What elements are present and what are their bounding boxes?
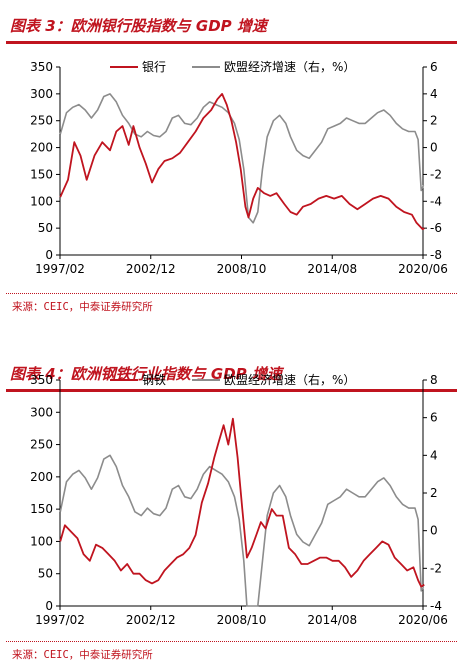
title-rule xyxy=(6,389,457,392)
source-note: 来源：CEIC，中泰证券研究所 xyxy=(12,649,153,661)
x-tick-label: 1997/02 xyxy=(35,262,85,276)
title-rule xyxy=(6,41,457,44)
series-line-gdp xyxy=(59,454,425,607)
y-right-tick-label: 4 xyxy=(430,87,438,101)
figure-title: 图表 3：欧洲银行股指数与 GDP 增速 xyxy=(10,17,267,35)
y-left-tick-label: 50 xyxy=(38,221,53,235)
x-tick-label: 2020/06 xyxy=(398,262,448,276)
figure-3: 图表 3：欧洲银行股指数与 GDP 增速 0 50 100 150 200 250 300 3… xyxy=(0,0,463,330)
y-right-tick-label: -8 xyxy=(430,248,442,262)
y-left-tick-label: 150 xyxy=(30,502,53,516)
y-right-tick-label: -2 xyxy=(430,561,442,575)
chart-2: 0 50 100 150 200 250 300 350 -4 -2 0 2 4 6 8 1997/02 200… xyxy=(30,372,448,627)
x-tick-label: 2008/10 xyxy=(217,262,267,276)
y-right-tick-label: -2 xyxy=(430,167,442,181)
legend-label-index: 钢铁 xyxy=(142,373,166,387)
y-right-tick-label: -4 xyxy=(430,599,442,613)
y-right-tick-label: 8 xyxy=(430,373,438,387)
y-left-tick-label: 0 xyxy=(45,248,53,262)
y-left-tick-label: 50 xyxy=(38,567,53,581)
y-left-tick-label: 300 xyxy=(30,405,53,419)
source-note: 来源：CEIC，中泰证券研究所 xyxy=(12,301,153,313)
y-left-tick-label: 200 xyxy=(30,470,53,484)
y-left-tick-label: 0 xyxy=(45,599,53,613)
y-left-tick-label: 100 xyxy=(30,194,53,208)
chart-1: 0 50 100 150 200 250 300 350 -8 -6 -4 -2 0 2 4 6 1997/02… xyxy=(30,59,448,276)
series-line-gdp xyxy=(59,93,425,224)
y-left-tick-label: 100 xyxy=(30,534,53,548)
y-left-tick-label: 350 xyxy=(30,373,53,387)
y-right-tick-label: -4 xyxy=(430,194,442,208)
y-right-tick-label: 0 xyxy=(430,524,438,538)
y-right-tick-label: 6 xyxy=(430,60,438,74)
legend-label-gdp: 欧盟经济增速（右，%） xyxy=(224,372,355,387)
source-divider xyxy=(6,293,457,294)
legend-label-gdp: 欧盟经济增速（右，%） xyxy=(224,59,355,74)
y-right-tick-label: 2 xyxy=(430,486,438,500)
y-right-tick-label: -6 xyxy=(430,221,442,235)
figure-4: 图表 4：欧洲钢铁行业指数与 GDP 增速 0 50 100 150 200 250 300… xyxy=(0,356,463,665)
x-tick-label: 2002/12 xyxy=(126,613,176,627)
legend-label-index: 银行 xyxy=(142,60,166,74)
y-right-tick-label: 2 xyxy=(430,114,438,128)
x-tick-label: 1997/02 xyxy=(35,613,85,627)
y-right-tick-label: 6 xyxy=(430,411,438,425)
x-tick-label: 2008/10 xyxy=(217,613,267,627)
y-left-tick-label: 350 xyxy=(30,60,53,74)
figure-title: 图表 4：欧洲钢铁行业指数与 GDP 增速 xyxy=(10,365,282,383)
y-left-tick-label: 250 xyxy=(30,114,53,128)
series-line-index xyxy=(59,93,425,231)
y-right-tick-label: 0 xyxy=(430,141,438,155)
series-line-index xyxy=(59,417,425,588)
x-tick-label: 2014/08 xyxy=(307,613,357,627)
y-left-tick-label: 200 xyxy=(30,141,53,155)
x-tick-label: 2014/08 xyxy=(307,262,357,276)
x-tick-label: 2020/06 xyxy=(398,613,448,627)
x-tick-label: 2002/12 xyxy=(126,262,176,276)
y-left-tick-label: 300 xyxy=(30,87,53,101)
y-left-tick-label: 150 xyxy=(30,167,53,181)
source-divider xyxy=(6,641,457,642)
y-right-tick-label: 4 xyxy=(430,448,438,462)
y-left-tick-label: 250 xyxy=(30,438,53,452)
